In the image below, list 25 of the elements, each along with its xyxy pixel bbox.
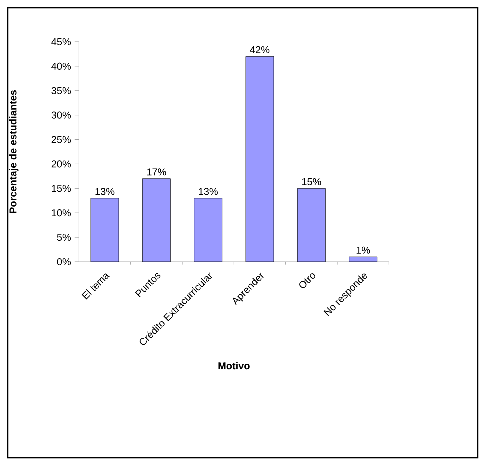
y-tick-label: 40% (52, 62, 72, 70)
y-tick-label: 5% (57, 234, 72, 242)
data-label: 13% (199, 188, 218, 196)
bar (142, 178, 171, 262)
y-tick-label: 0% (57, 258, 72, 266)
bar (90, 198, 120, 262)
data-label: 17% (147, 168, 166, 176)
data-label: 15% (302, 178, 322, 186)
data-label: 1% (356, 246, 370, 254)
bar (194, 198, 223, 262)
y-axis-title: Porcentaje de estudiantes (9, 90, 19, 214)
x-axis-title: Motivo (218, 362, 250, 370)
y-tick-label: 30% (52, 112, 72, 119)
bar (246, 56, 274, 262)
y-tick-label: 45% (52, 38, 72, 46)
bar (349, 256, 378, 262)
y-tick-label: 35% (52, 87, 72, 94)
data-label: 42% (250, 46, 270, 54)
y-tick-label: 25% (52, 136, 72, 144)
data-label: 13% (96, 188, 115, 196)
y-tick-label: 10% (52, 210, 72, 217)
y-tick-label: 20% (52, 160, 72, 168)
bar (297, 188, 326, 262)
y-tick-label: 15% (52, 185, 72, 192)
x-tick-label: Otro (300, 274, 316, 288)
